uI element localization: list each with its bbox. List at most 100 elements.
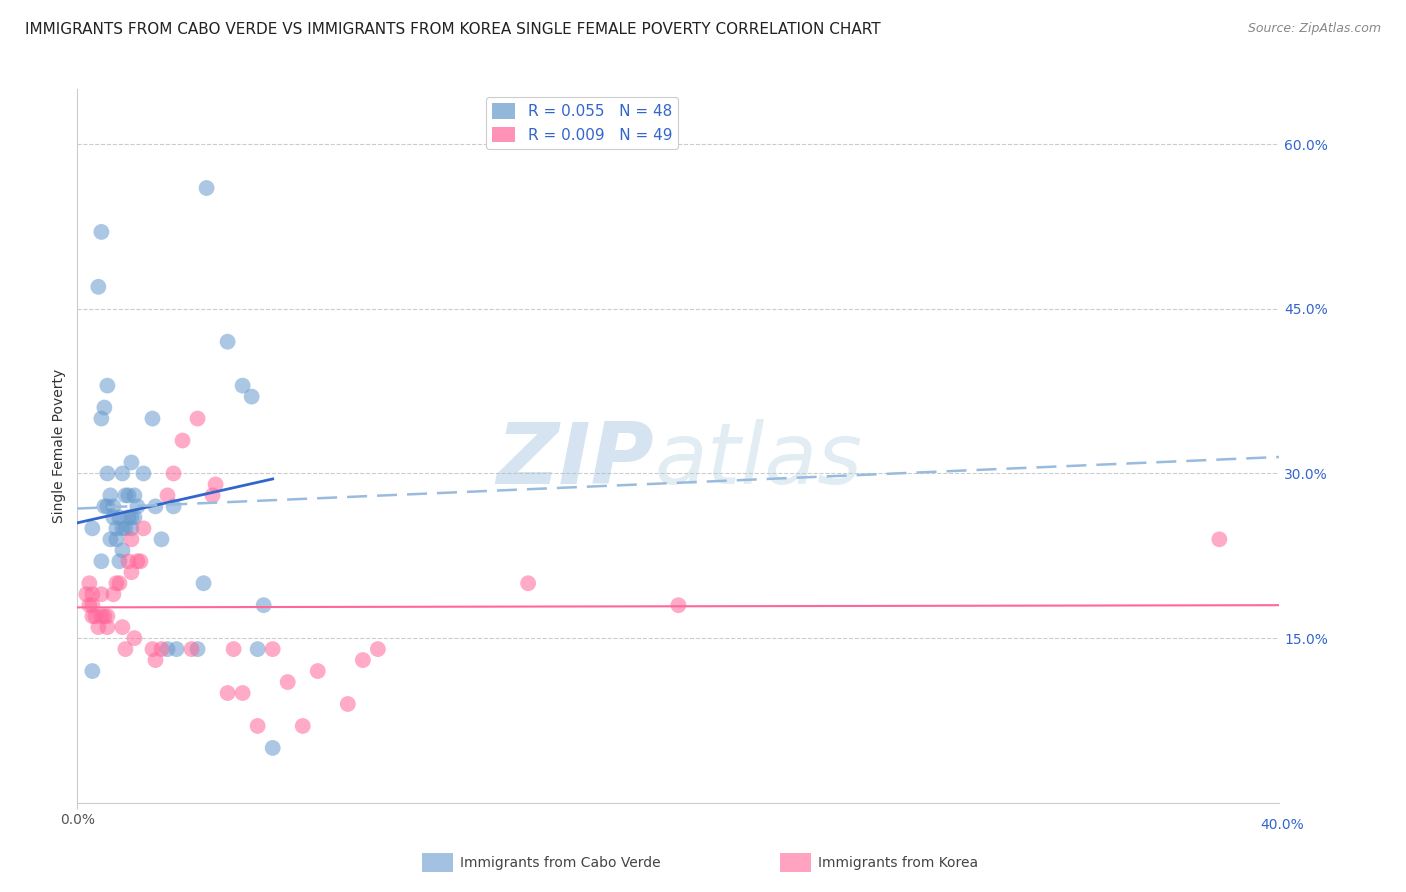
Text: Immigrants from Cabo Verde: Immigrants from Cabo Verde xyxy=(460,855,661,870)
Point xyxy=(180,642,202,657)
Point xyxy=(82,664,104,678)
Point xyxy=(100,533,122,547)
Point xyxy=(132,467,155,481)
Point xyxy=(124,510,146,524)
Point xyxy=(150,642,173,657)
Point xyxy=(668,598,690,612)
Point xyxy=(127,500,149,514)
Point xyxy=(129,554,152,568)
Point xyxy=(90,554,112,568)
Point xyxy=(120,510,142,524)
Point xyxy=(117,488,139,502)
Point xyxy=(172,434,194,448)
Point xyxy=(187,411,209,425)
Point xyxy=(105,521,128,535)
Point xyxy=(103,500,125,514)
Point xyxy=(352,653,374,667)
Point xyxy=(103,510,125,524)
Point xyxy=(150,533,173,547)
Point xyxy=(193,576,215,591)
Point xyxy=(1208,533,1230,547)
Point xyxy=(222,642,245,657)
Point xyxy=(108,510,131,524)
Point xyxy=(75,587,97,601)
Point xyxy=(262,740,284,755)
Point xyxy=(96,378,118,392)
Point xyxy=(120,521,142,535)
Text: Immigrants from Korea: Immigrants from Korea xyxy=(818,855,979,870)
Point xyxy=(120,455,142,469)
Point xyxy=(82,598,104,612)
Point xyxy=(117,554,139,568)
Point xyxy=(253,598,276,612)
Point xyxy=(90,609,112,624)
Point xyxy=(201,488,224,502)
Point xyxy=(114,642,136,657)
Text: 40.0%: 40.0% xyxy=(1260,818,1305,832)
Point xyxy=(90,225,112,239)
Point xyxy=(105,533,128,547)
Point xyxy=(141,411,163,425)
Point xyxy=(262,642,284,657)
Point xyxy=(204,477,226,491)
Point xyxy=(246,642,269,657)
Point xyxy=(96,500,118,514)
Text: atlas: atlas xyxy=(654,418,862,502)
Point xyxy=(114,521,136,535)
Legend: R = 0.055   N = 48, R = 0.009   N = 49: R = 0.055 N = 48, R = 0.009 N = 49 xyxy=(486,97,678,149)
Point xyxy=(111,543,134,558)
Point xyxy=(117,510,139,524)
Point xyxy=(96,620,118,634)
Point xyxy=(156,642,179,657)
Point xyxy=(145,653,167,667)
Point xyxy=(82,521,104,535)
Text: Source: ZipAtlas.com: Source: ZipAtlas.com xyxy=(1247,22,1381,36)
Point xyxy=(367,642,389,657)
Point xyxy=(90,587,112,601)
Point xyxy=(277,675,299,690)
Point xyxy=(93,500,115,514)
Point xyxy=(232,378,254,392)
Point xyxy=(111,620,134,634)
Point xyxy=(162,500,184,514)
Point xyxy=(93,401,115,415)
Point xyxy=(124,631,146,645)
Point xyxy=(120,533,142,547)
Point xyxy=(111,467,134,481)
Point xyxy=(162,467,184,481)
Point xyxy=(100,488,122,502)
Point xyxy=(124,488,146,502)
Point xyxy=(240,390,263,404)
Y-axis label: Single Female Poverty: Single Female Poverty xyxy=(52,369,66,523)
Point xyxy=(291,719,314,733)
Point xyxy=(108,554,131,568)
Point xyxy=(84,609,107,624)
Point xyxy=(336,697,359,711)
Point xyxy=(114,488,136,502)
Point xyxy=(195,181,218,195)
Point xyxy=(246,719,269,733)
Point xyxy=(156,488,179,502)
Point xyxy=(166,642,188,657)
Point xyxy=(87,620,110,634)
Point xyxy=(82,609,104,624)
Point xyxy=(79,576,101,591)
Point xyxy=(111,521,134,535)
Point xyxy=(105,576,128,591)
Point xyxy=(141,642,163,657)
Point xyxy=(90,411,112,425)
Point xyxy=(79,598,101,612)
Point xyxy=(307,664,329,678)
Point xyxy=(145,500,167,514)
Point xyxy=(217,334,239,349)
Point xyxy=(96,467,118,481)
Point xyxy=(187,642,209,657)
Point xyxy=(120,566,142,580)
Point xyxy=(127,554,149,568)
Point xyxy=(87,280,110,294)
Point xyxy=(517,576,540,591)
Point xyxy=(82,587,104,601)
Point xyxy=(93,609,115,624)
Point xyxy=(232,686,254,700)
Text: IMMIGRANTS FROM CABO VERDE VS IMMIGRANTS FROM KOREA SINGLE FEMALE POVERTY CORREL: IMMIGRANTS FROM CABO VERDE VS IMMIGRANTS… xyxy=(25,22,882,37)
